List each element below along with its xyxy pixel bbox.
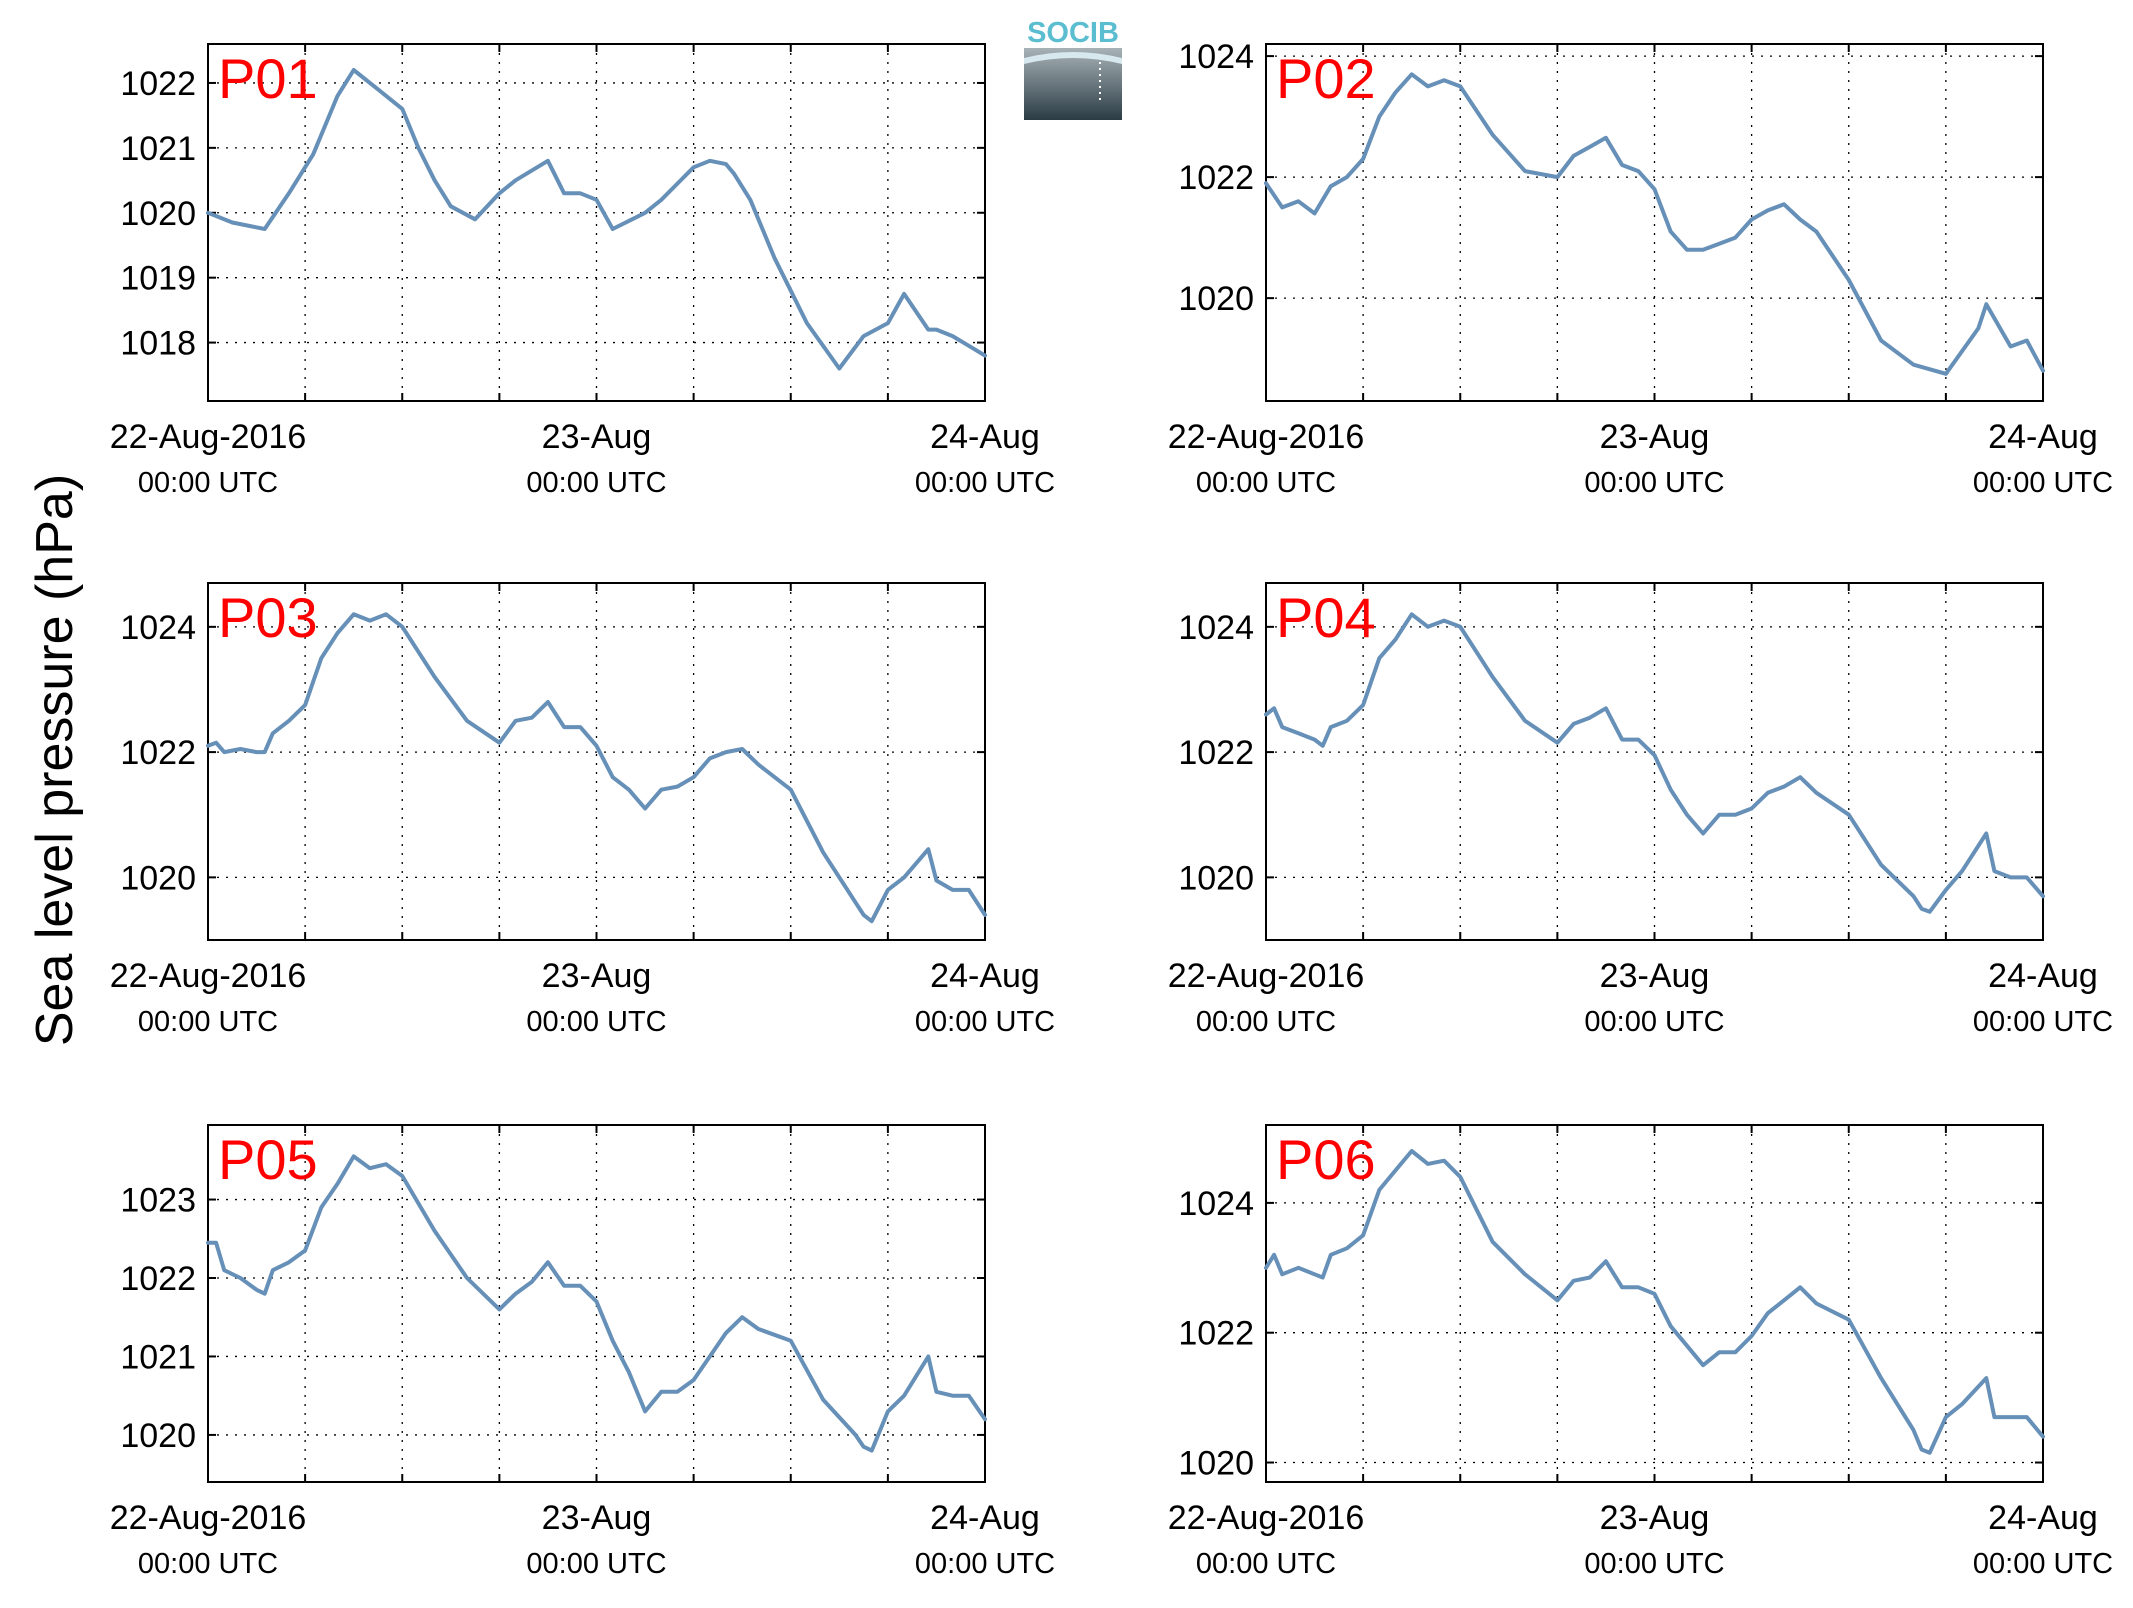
y-axis-label: Sea level pressure (hPa) (26, 474, 84, 1046)
y-tick-label: 1022 (120, 1260, 196, 1298)
y-tick-label: 1022 (120, 734, 196, 772)
x-tick-label: 24-Aug (1988, 418, 2098, 456)
y-tick-label: 1022 (1178, 1315, 1254, 1353)
panel-label: P04 (1276, 586, 1376, 649)
panel-label: P01 (218, 47, 318, 110)
x-tick-time-label: 00:00 UTC (138, 1548, 278, 1580)
y-tick-label: 1022 (1178, 734, 1254, 772)
x-tick-label: 22-Aug-2016 (1168, 957, 1365, 995)
pressure-series-line (206, 612, 987, 924)
panel-label: P05 (218, 1128, 318, 1191)
panel-p01: 1018 1019 1020 1021 1022 22-Aug-2016 00:00 UTC… (110, 43, 1055, 499)
x-tick-label: 22-Aug-2016 (110, 957, 307, 995)
x-tick-label: 22-Aug-2016 (1168, 1499, 1365, 1537)
y-tick-label: 1020 (120, 859, 196, 897)
pressure-series-line (206, 1154, 987, 1453)
y-tick-label: 1021 (120, 1338, 196, 1376)
panel-label: P03 (218, 586, 318, 649)
y-tick-label: 1020 (1178, 280, 1254, 318)
panel-p03: 1020 1022 1024 22-Aug-2016 00:00 UTC 23-Aug 00… (110, 582, 1055, 1038)
plot-area (1265, 1124, 2044, 1483)
plot-area (207, 582, 986, 941)
x-tick-time-label: 00:00 UTC (1584, 1006, 1724, 1038)
x-tick-label: 24-Aug (930, 957, 1040, 995)
pressure-series-line (1264, 612, 2045, 914)
pressure-series-line (1264, 72, 2045, 376)
pressure-series-line (1264, 1149, 2045, 1455)
x-tick-label: 23-Aug (542, 957, 652, 995)
panel-label: P02 (1276, 47, 1376, 110)
plot-area (1265, 582, 2044, 941)
logo-text: SOCIB (1027, 17, 1119, 49)
x-tick-label: 22-Aug-2016 (110, 418, 307, 456)
y-tick-label: 1022 (1178, 159, 1254, 197)
socib-logo: SOCIB (1024, 17, 1122, 120)
x-tick-label: 24-Aug (1988, 1499, 2098, 1537)
y-tick-label: 1024 (1178, 609, 1254, 647)
x-tick-label: 24-Aug (930, 1499, 1040, 1537)
x-tick-time-label: 00:00 UTC (1196, 1548, 1336, 1580)
y-tick-label: 1019 (120, 260, 196, 298)
x-tick-time-label: 00:00 UTC (526, 1006, 666, 1038)
y-tick-label: 1023 (120, 1182, 196, 1220)
y-tick-label: 1018 (120, 325, 196, 363)
x-tick-time-label: 00:00 UTC (526, 1548, 666, 1580)
x-tick-label: 23-Aug (542, 1499, 652, 1537)
y-tick-label: 1022 (120, 65, 196, 103)
pressure-series-line (206, 68, 987, 371)
y-tick-label: 1020 (1178, 1445, 1254, 1483)
x-tick-time-label: 00:00 UTC (1584, 1548, 1724, 1580)
x-tick-time-label: 00:00 UTC (526, 467, 666, 499)
y-tick-label: 1024 (120, 609, 196, 647)
y-tick-label: 1021 (120, 130, 196, 168)
x-tick-time-label: 00:00 UTC (138, 1006, 278, 1038)
y-tick-label: 1020 (1178, 859, 1254, 897)
x-tick-label: 23-Aug (1600, 418, 1710, 456)
y-tick-label: 1020 (120, 195, 196, 233)
x-tick-time-label: 00:00 UTC (1584, 467, 1724, 499)
x-tick-label: 22-Aug-2016 (110, 1499, 307, 1537)
y-tick-label: 1020 (120, 1417, 196, 1455)
plot-area (1265, 43, 2044, 402)
panel-p02: 1020 1022 1024 22-Aug-2016 00:00 UTC 23-Aug 00… (1168, 38, 2113, 499)
chart-panels: 1018 1019 1020 1021 1022 22-Aug-2016 00:00 UTC… (110, 38, 2113, 1580)
panel-p06: 1020 1022 1024 22-Aug-2016 00:00 UTC 23-Aug 00… (1168, 1124, 2113, 1580)
panel-p04: 1020 1022 1024 22-Aug-2016 00:00 UTC 23-Aug 00… (1168, 582, 2113, 1038)
panel-p05: 1020 1021 1022 1023 22-Aug-2016 00:00 UTC 23-A… (110, 1124, 1055, 1580)
x-tick-time-label: 00:00 UTC (915, 1006, 1055, 1038)
x-tick-time-label: 00:00 UTC (1196, 1006, 1336, 1038)
y-tick-label: 1024 (1178, 1185, 1254, 1223)
x-tick-time-label: 00:00 UTC (1196, 467, 1336, 499)
x-tick-time-label: 00:00 UTC (915, 467, 1055, 499)
x-tick-label: 22-Aug-2016 (1168, 418, 1365, 456)
x-tick-label: 23-Aug (1600, 1499, 1710, 1537)
x-tick-label: 23-Aug (542, 418, 652, 456)
x-tick-time-label: 00:00 UTC (1973, 1006, 2113, 1038)
x-tick-time-label: 00:00 UTC (1973, 467, 2113, 499)
panel-label: P06 (1276, 1128, 1376, 1191)
x-tick-time-label: 00:00 UTC (138, 467, 278, 499)
plot-area (207, 43, 986, 402)
x-tick-time-label: 00:00 UTC (1973, 1548, 2113, 1580)
x-tick-time-label: 00:00 UTC (915, 1548, 1055, 1580)
x-tick-label: 24-Aug (930, 418, 1040, 456)
x-tick-label: 23-Aug (1600, 957, 1710, 995)
logo-wave (1024, 52, 1122, 64)
y-tick-label: 1024 (1178, 38, 1254, 76)
x-tick-label: 24-Aug (1988, 957, 2098, 995)
